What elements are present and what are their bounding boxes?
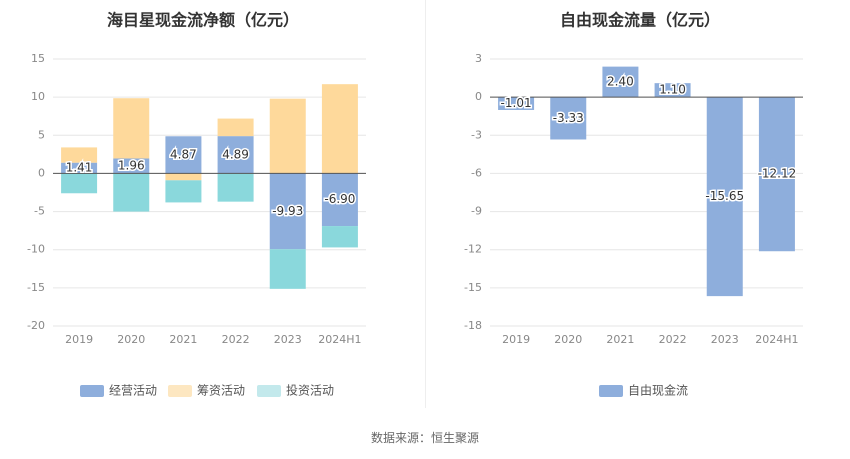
y-tick-label: 3 (475, 52, 482, 65)
legend-swatch (168, 385, 192, 397)
legend-label: 投资活动 (286, 383, 334, 398)
investing-bar (165, 180, 202, 203)
x-tick-label: 2020 (117, 333, 145, 346)
charts-svg: 海目星现金流净额（亿元） 15 10 5 0 -5 -10 -15 -20 2019 2020 202… (27, 11, 803, 398)
data-label: 1.10 (659, 83, 686, 97)
y-tick-label: -15 (27, 281, 45, 294)
x-tick-label: 2021 (606, 333, 634, 346)
legend-swatch (599, 385, 623, 397)
y-tick-label: -10 (27, 243, 45, 256)
x-tick-label: 2021 (169, 333, 197, 346)
fcf-bar (654, 83, 691, 98)
data-label: -9.93 (272, 204, 303, 218)
x-tick-label: 2019 (65, 333, 93, 346)
investing-bar (61, 173, 98, 194)
data-label: 4.89 (222, 147, 249, 161)
x-tick-label: 2020 (554, 333, 582, 346)
investing-bar (217, 173, 254, 202)
y-tick-label: -6 (471, 166, 482, 179)
data-label: 1.41 (66, 161, 93, 175)
y-tick-label: -18 (464, 319, 482, 332)
x-tick-label: 2024H1 (318, 333, 361, 346)
investing-bar (269, 249, 306, 289)
y-tick-label: -15 (464, 281, 482, 294)
financing-bar (165, 173, 202, 181)
x-tick-label: 2022 (659, 333, 687, 346)
financing-bar (61, 147, 98, 163)
data-label: -1.01 (501, 96, 532, 110)
y-tick-label: -3 (471, 128, 482, 141)
fcf-bar (706, 97, 743, 297)
operating-bar (113, 158, 150, 174)
data-label: 1.96 (118, 158, 145, 172)
investing-bar (321, 226, 358, 248)
x-tick-label: 2023 (274, 333, 302, 346)
x-tick-label: 2022 (222, 333, 250, 346)
operating-bar (165, 136, 202, 174)
data-label: -6.90 (324, 192, 355, 206)
legend-label: 筹资活动 (197, 384, 245, 398)
source-note: 数据来源：恒生聚源 (370, 431, 479, 445)
x-tick-label: 2019 (502, 333, 530, 346)
data-label: -15.65 (705, 189, 744, 203)
y-tick-label: 15 (31, 52, 45, 65)
fcf-bar (550, 97, 587, 140)
investing-bar (113, 173, 150, 212)
y-tick-label: 0 (38, 166, 45, 179)
financing-bar (269, 98, 306, 174)
operating-bar (217, 136, 254, 174)
y-tick-label: -9 (471, 205, 482, 218)
y-tick-label: -5 (34, 205, 45, 218)
legend-swatch (80, 385, 104, 397)
data-label: -3.33 (553, 111, 584, 125)
legend-label: 自由现金流 (628, 383, 688, 398)
operating-bar (321, 173, 358, 227)
x-tick-label: 2023 (711, 333, 739, 346)
operating-bar (269, 173, 306, 250)
y-tick-label: -20 (27, 319, 45, 332)
y-tick-label: -12 (464, 243, 482, 256)
legend-label: 经营活动 (109, 384, 157, 398)
y-tick-label: 10 (31, 90, 45, 103)
data-label: -12.12 (758, 167, 797, 181)
fcf-bar (758, 97, 795, 252)
operating-bar (61, 162, 98, 174)
financing-bar (113, 98, 150, 159)
legend-swatch (257, 385, 281, 397)
data-label: 2.40 (607, 74, 634, 88)
financing-bar (217, 118, 254, 137)
x-tick-label: 2024H1 (755, 333, 798, 346)
chart-title-1: 海目星现金流净额（亿元） (107, 11, 299, 30)
data-label: 4.87 (170, 147, 197, 161)
y-tick-label: 5 (38, 128, 45, 141)
y-tick-label: 0 (475, 90, 482, 103)
financing-bar (321, 84, 358, 174)
chart-title-2: 自由现金流量（亿元） (560, 11, 720, 30)
fcf-bar (602, 66, 639, 98)
panel-divider (425, 0, 426, 408)
fcf-bar (498, 97, 535, 110)
